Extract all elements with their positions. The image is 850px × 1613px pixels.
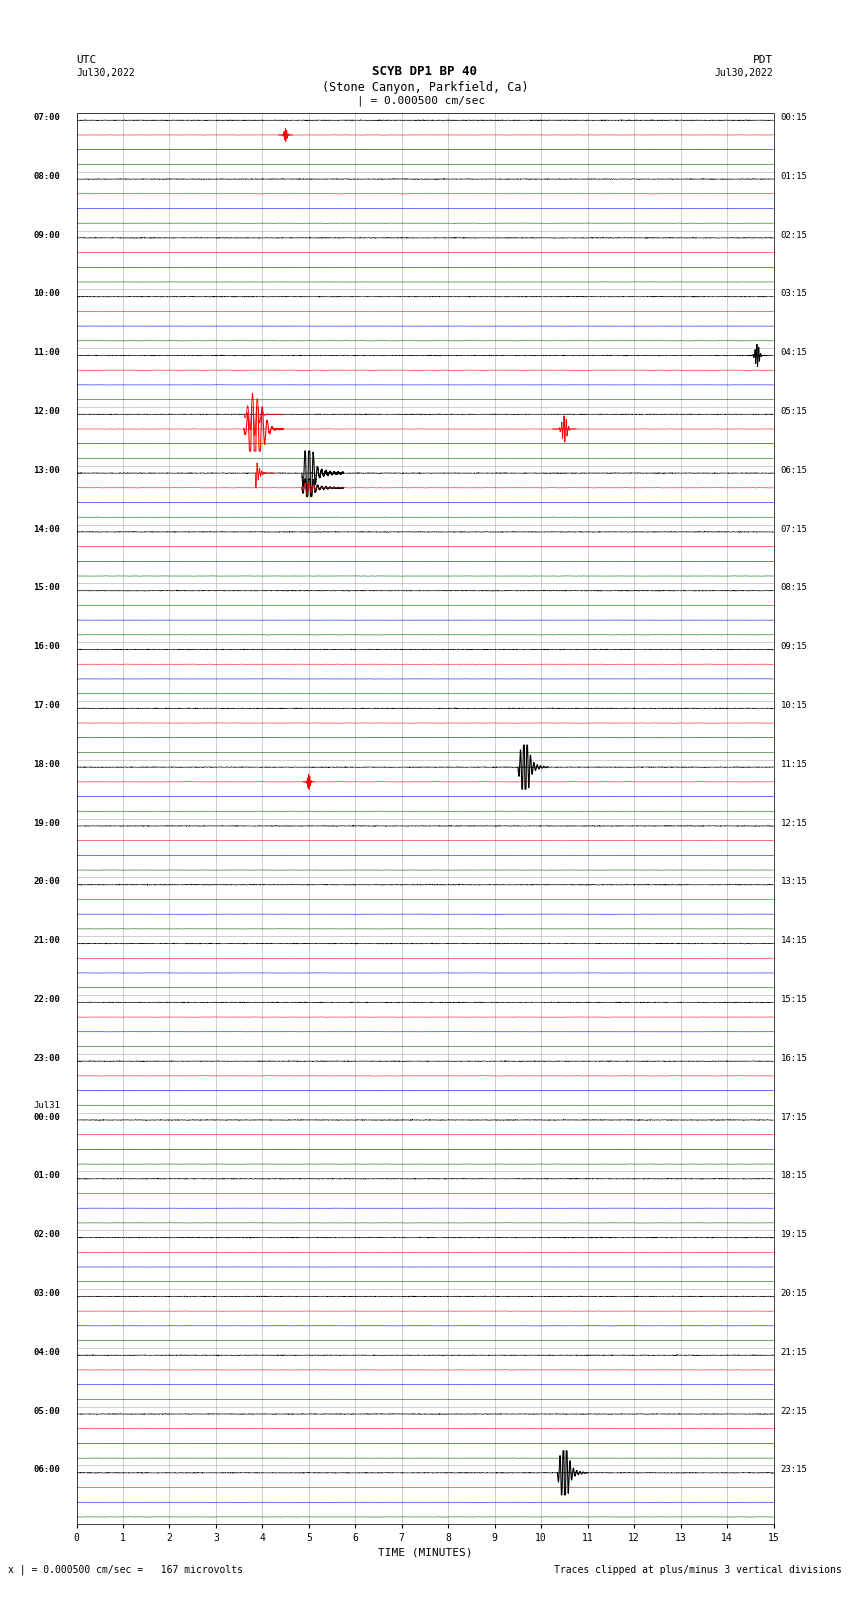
- Text: Traces clipped at plus/minus 3 vertical divisions: Traces clipped at plus/minus 3 vertical …: [553, 1565, 842, 1574]
- Text: UTC: UTC: [76, 55, 97, 65]
- Text: 14:00: 14:00: [33, 524, 60, 534]
- Text: 23:00: 23:00: [33, 1053, 60, 1063]
- Text: 13:00: 13:00: [33, 466, 60, 474]
- Text: 19:00: 19:00: [33, 818, 60, 827]
- Text: 16:15: 16:15: [780, 1053, 808, 1063]
- Text: 13:15: 13:15: [780, 877, 808, 887]
- Text: | = 0.000500 cm/sec: | = 0.000500 cm/sec: [357, 95, 484, 106]
- Text: Jul31: Jul31: [33, 1102, 60, 1110]
- Text: 20:00: 20:00: [33, 877, 60, 887]
- Text: 02:00: 02:00: [33, 1231, 60, 1239]
- Text: 22:00: 22:00: [33, 995, 60, 1003]
- Text: 20:15: 20:15: [780, 1289, 808, 1298]
- Text: 17:00: 17:00: [33, 702, 60, 710]
- Text: 21:00: 21:00: [33, 936, 60, 945]
- Text: (Stone Canyon, Parkfield, Ca): (Stone Canyon, Parkfield, Ca): [321, 81, 529, 94]
- Text: 11:00: 11:00: [33, 348, 60, 356]
- Text: 00:15: 00:15: [780, 113, 808, 123]
- Text: 05:15: 05:15: [780, 406, 808, 416]
- Text: 21:15: 21:15: [780, 1348, 808, 1357]
- Text: 18:00: 18:00: [33, 760, 60, 769]
- Text: 16:00: 16:00: [33, 642, 60, 652]
- Text: 00:00: 00:00: [33, 1113, 60, 1123]
- Text: 01:15: 01:15: [780, 171, 808, 181]
- Text: 07:00: 07:00: [33, 113, 60, 123]
- Text: 12:00: 12:00: [33, 406, 60, 416]
- Text: 03:00: 03:00: [33, 1289, 60, 1298]
- X-axis label: TIME (MINUTES): TIME (MINUTES): [377, 1547, 473, 1558]
- Text: 09:15: 09:15: [780, 642, 808, 652]
- Text: 22:15: 22:15: [780, 1407, 808, 1416]
- Text: 19:15: 19:15: [780, 1231, 808, 1239]
- Text: 06:00: 06:00: [33, 1466, 60, 1474]
- Text: 07:15: 07:15: [780, 524, 808, 534]
- Text: 03:15: 03:15: [780, 289, 808, 298]
- Text: 08:00: 08:00: [33, 171, 60, 181]
- Text: Jul30,2022: Jul30,2022: [715, 68, 774, 77]
- Text: Jul30,2022: Jul30,2022: [76, 68, 135, 77]
- Text: 11:15: 11:15: [780, 760, 808, 769]
- Text: 08:15: 08:15: [780, 584, 808, 592]
- Text: x | = 0.000500 cm/sec =   167 microvolts: x | = 0.000500 cm/sec = 167 microvolts: [8, 1565, 243, 1576]
- Text: 15:00: 15:00: [33, 584, 60, 592]
- Text: 05:00: 05:00: [33, 1407, 60, 1416]
- Text: 01:00: 01:00: [33, 1171, 60, 1181]
- Text: 17:15: 17:15: [780, 1113, 808, 1121]
- Text: 10:15: 10:15: [780, 702, 808, 710]
- Text: 09:00: 09:00: [33, 231, 60, 239]
- Text: 23:15: 23:15: [780, 1466, 808, 1474]
- Text: 04:15: 04:15: [780, 348, 808, 356]
- Text: 14:15: 14:15: [780, 936, 808, 945]
- Text: SCYB DP1 BP 40: SCYB DP1 BP 40: [372, 65, 478, 77]
- Text: 12:15: 12:15: [780, 818, 808, 827]
- Text: 04:00: 04:00: [33, 1348, 60, 1357]
- Text: 02:15: 02:15: [780, 231, 808, 239]
- Text: PDT: PDT: [753, 55, 774, 65]
- Text: 10:00: 10:00: [33, 289, 60, 298]
- Text: 06:15: 06:15: [780, 466, 808, 474]
- Text: 18:15: 18:15: [780, 1171, 808, 1181]
- Text: 15:15: 15:15: [780, 995, 808, 1003]
